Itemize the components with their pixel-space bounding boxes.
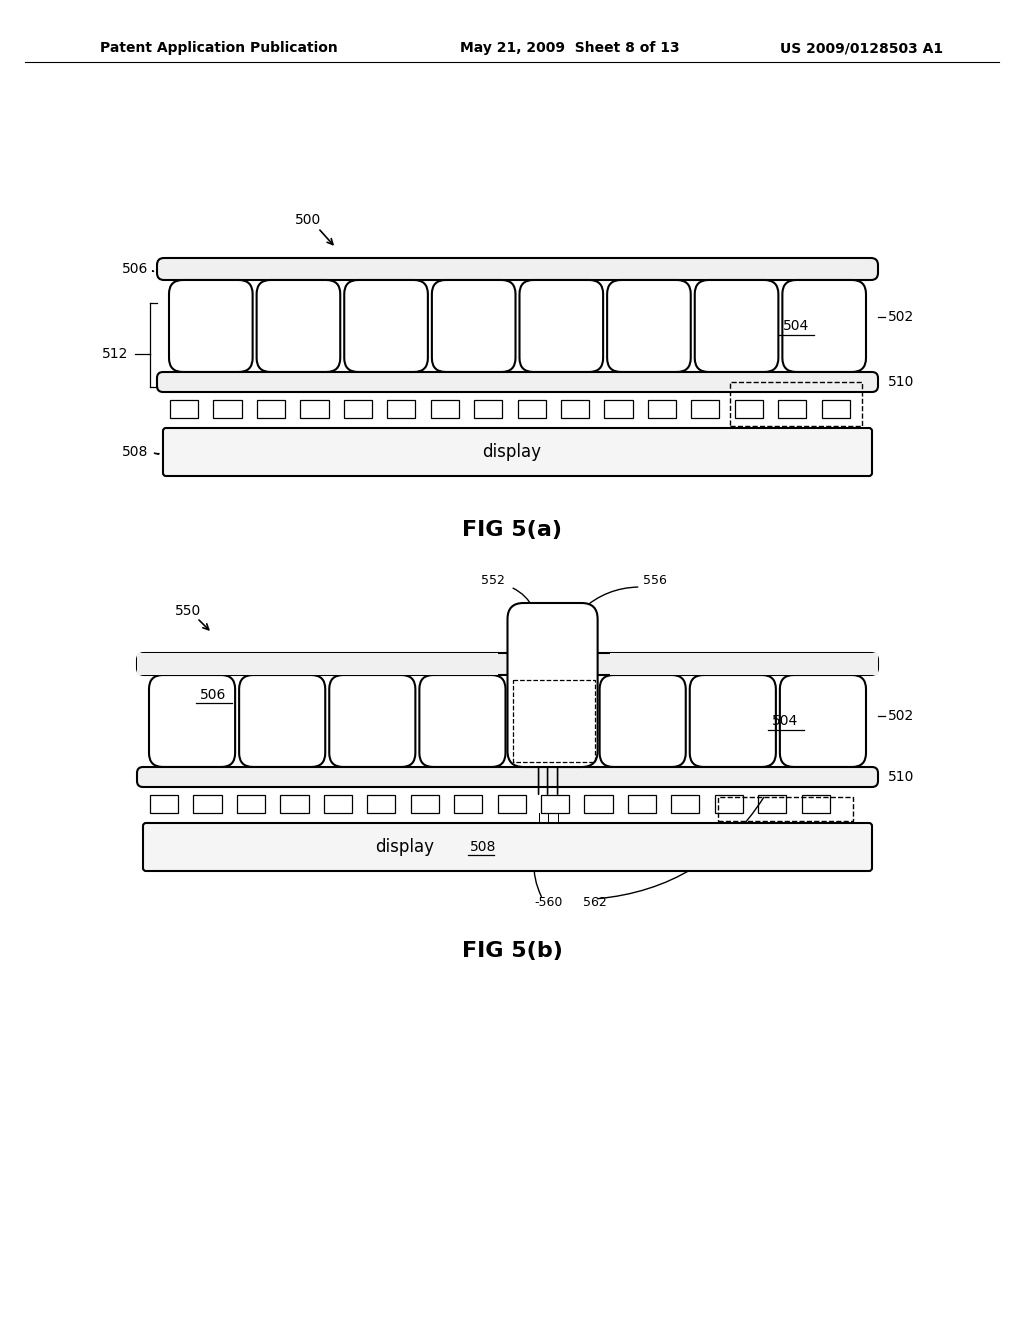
Bar	[609, 653, 878, 675]
Text: 508: 508	[122, 445, 148, 459]
Text: 506: 506	[200, 688, 226, 702]
Bar	[541, 795, 569, 813]
Bar	[604, 400, 633, 418]
FancyBboxPatch shape	[169, 280, 253, 372]
FancyArrowPatch shape	[534, 829, 546, 896]
Bar	[715, 795, 743, 813]
Text: 550: 550	[175, 605, 202, 618]
Bar	[730, 381, 862, 426]
Bar	[194, 795, 221, 813]
FancyArrowPatch shape	[872, 779, 876, 780]
FancyArrowPatch shape	[513, 589, 534, 609]
Bar	[300, 400, 329, 418]
Bar	[585, 795, 612, 813]
Text: 500: 500	[295, 213, 322, 227]
Bar	[137, 653, 498, 675]
Bar	[324, 795, 352, 813]
Text: 510: 510	[888, 770, 914, 784]
Text: 502: 502	[888, 709, 914, 723]
Text: US 2009/0128503 A1: US 2009/0128503 A1	[780, 41, 943, 55]
Bar	[628, 795, 656, 813]
FancyBboxPatch shape	[782, 280, 866, 372]
Bar	[257, 400, 285, 418]
Text: 506: 506	[122, 261, 148, 276]
Text: 508: 508	[470, 840, 497, 854]
Bar	[237, 795, 265, 813]
FancyBboxPatch shape	[344, 280, 428, 372]
FancyBboxPatch shape	[780, 675, 866, 767]
Text: display: display	[482, 444, 542, 461]
Text: 552: 552	[480, 574, 505, 587]
Bar	[344, 400, 372, 418]
FancyBboxPatch shape	[508, 603, 598, 767]
FancyBboxPatch shape	[432, 280, 515, 372]
Bar	[368, 795, 395, 813]
FancyBboxPatch shape	[143, 822, 872, 871]
Text: 562: 562	[583, 896, 606, 909]
FancyBboxPatch shape	[257, 280, 340, 372]
FancyBboxPatch shape	[150, 675, 236, 767]
Text: 504: 504	[772, 714, 799, 729]
Bar	[431, 400, 459, 418]
FancyBboxPatch shape	[137, 653, 878, 675]
FancyBboxPatch shape	[163, 428, 872, 477]
Bar	[778, 400, 806, 418]
Bar	[758, 795, 786, 813]
FancyBboxPatch shape	[600, 675, 686, 767]
Bar	[561, 400, 589, 418]
Bar	[734, 400, 763, 418]
Bar	[454, 795, 482, 813]
Text: Patent Application Publication: Patent Application Publication	[100, 41, 338, 55]
FancyBboxPatch shape	[607, 280, 691, 372]
FancyBboxPatch shape	[137, 767, 878, 787]
FancyBboxPatch shape	[690, 675, 776, 767]
FancyBboxPatch shape	[157, 372, 878, 392]
Bar	[821, 400, 850, 418]
Bar	[718, 797, 853, 821]
FancyBboxPatch shape	[694, 280, 778, 372]
Text: 512: 512	[101, 347, 128, 360]
Text: 554: 554	[531, 652, 558, 667]
Bar	[170, 400, 199, 418]
Bar	[648, 400, 676, 418]
FancyBboxPatch shape	[330, 675, 416, 767]
Text: 556: 556	[643, 574, 667, 587]
Bar	[411, 795, 439, 813]
Bar	[672, 795, 699, 813]
FancyBboxPatch shape	[240, 675, 326, 767]
FancyArrowPatch shape	[597, 797, 764, 899]
FancyBboxPatch shape	[519, 280, 603, 372]
FancyBboxPatch shape	[420, 675, 506, 767]
Bar	[691, 400, 720, 418]
FancyBboxPatch shape	[157, 257, 878, 280]
Bar	[498, 795, 525, 813]
Text: May 21, 2009  Sheet 8 of 13: May 21, 2009 Sheet 8 of 13	[460, 41, 680, 55]
Text: 504: 504	[783, 319, 809, 333]
Bar	[474, 400, 503, 418]
Text: FIG 5(b): FIG 5(b)	[462, 941, 562, 961]
Text: 502: 502	[888, 310, 914, 323]
Text: -560: -560	[535, 896, 563, 909]
Text: display: display	[375, 838, 434, 855]
Text: 510: 510	[888, 375, 914, 389]
Bar	[517, 400, 546, 418]
Bar	[802, 795, 829, 813]
Bar	[281, 795, 308, 813]
Bar	[150, 795, 178, 813]
FancyArrowPatch shape	[872, 384, 876, 385]
Bar	[387, 400, 416, 418]
FancyArrowPatch shape	[583, 587, 638, 609]
Text: FIG 5(a): FIG 5(a)	[462, 520, 562, 540]
Bar	[512, 680, 595, 762]
Bar	[213, 400, 242, 418]
